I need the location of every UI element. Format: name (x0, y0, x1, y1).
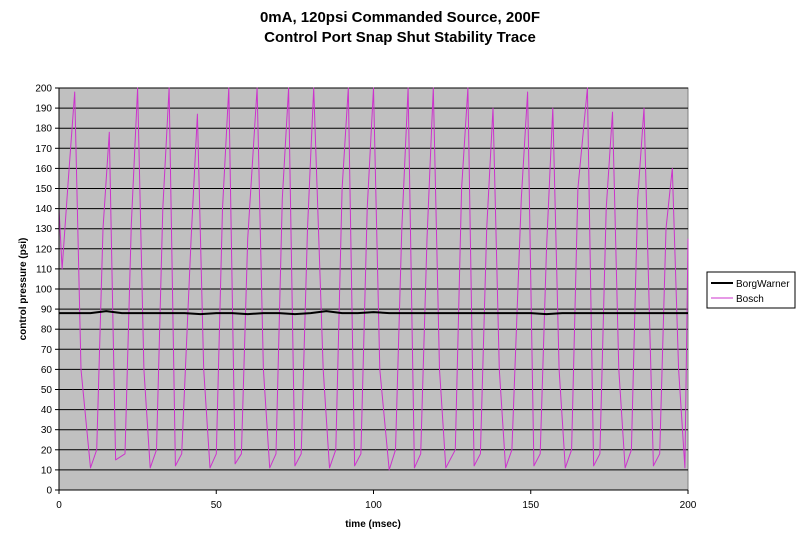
legend-label-borgwarner: BorgWarner (736, 279, 790, 290)
y-tick-label: 70 (41, 345, 53, 356)
x-axis-title: time (msec) (345, 519, 401, 530)
x-tick-label: 0 (56, 500, 62, 511)
y-tick-label: 100 (35, 285, 52, 296)
series-line-bosch (58, 87, 689, 471)
y-tick-label: 130 (35, 224, 52, 235)
x-axis-ticks: 0 50 100 150 200 (56, 490, 697, 511)
legend-label-bosch: Bosch (736, 294, 764, 305)
y-tick-label: 160 (35, 164, 52, 175)
legend: BorgWarner Bosch (706, 271, 796, 309)
x-tick-label: 150 (522, 500, 539, 511)
chart-title-line-1: 0mA, 120psi Commanded Source, 200F (260, 9, 540, 26)
x-tick-label: 50 (211, 500, 223, 511)
y-tick-label: 40 (41, 405, 53, 416)
y-tick-label: 20 (41, 445, 53, 456)
y-tick-label: 150 (35, 184, 52, 195)
series-lines (58, 87, 689, 471)
y-tick-label: 10 (41, 465, 53, 476)
y-tick-label: 170 (35, 144, 52, 155)
x-tick-label: 100 (365, 500, 382, 511)
y-axis-title: control pressure (psi) (18, 238, 29, 341)
x-tick-label: 200 (680, 500, 697, 511)
y-tick-label: 30 (41, 425, 53, 436)
y-tick-label: 180 (35, 124, 52, 135)
y-tick-label: 110 (36, 264, 52, 275)
y-tick-label: 60 (41, 365, 53, 376)
y-tick-label: 80 (41, 325, 53, 336)
y-tick-label: 200 (35, 84, 52, 95)
y-tick-label: 190 (35, 104, 52, 115)
y-tick-label: 0 (46, 486, 52, 497)
y-axis-ticks: 0 10 20 30 40 50 60 70 80 90 100 110 120 130 140 150 160… (35, 84, 59, 497)
y-tick-label: 90 (41, 305, 53, 316)
y-tick-label: 120 (35, 244, 52, 255)
y-tick-label: 50 (41, 385, 53, 396)
series-line-borgwarner (59, 310, 688, 316)
chart-title-line-2: Control Port Snap Shut Stability Trace (264, 29, 536, 46)
y-tick-label: 140 (35, 204, 52, 215)
legend-box (706, 271, 796, 309)
